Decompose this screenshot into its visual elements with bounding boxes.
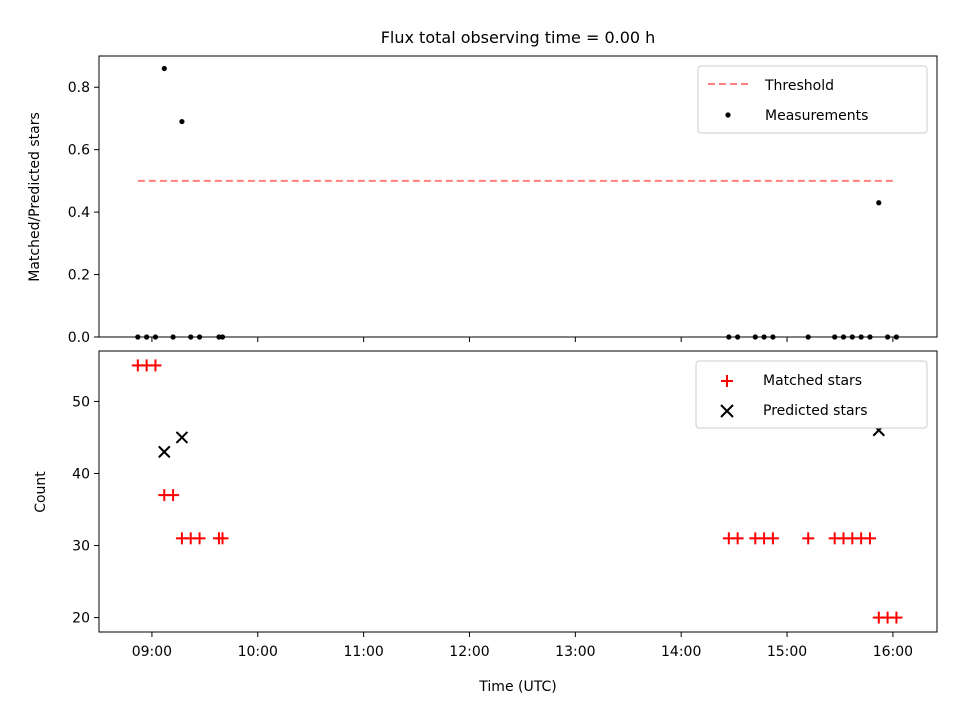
x-tick-label: 16:00: [873, 644, 913, 660]
matched-stars-point: [890, 611, 903, 624]
y-tick-label: 0.4: [68, 205, 90, 221]
top-x-ticks: [151, 337, 894, 342]
y-tick-label: 0.8: [68, 80, 90, 96]
measurement-point: [876, 200, 882, 206]
legend-matched-label: Matched stars: [763, 373, 862, 389]
top-plot-frame: [98, 55, 938, 338]
matched-stars-point: [766, 532, 779, 545]
top-legend-box: [697, 65, 928, 134]
top-y-ticks: 0.0 0.2 0.4 0.6 0.8: [68, 80, 99, 346]
y-tick-label: 0.0: [68, 330, 90, 346]
bottom-plot-marks: [131, 359, 903, 624]
y-tick-label: 0.2: [68, 268, 90, 284]
x-tick-label: 11:00: [343, 644, 383, 660]
y-tick-label: 50: [72, 394, 90, 410]
matched-stars-point: [149, 359, 162, 372]
y-tick-label: 20: [72, 611, 90, 627]
legend-threshold-label: Threshold: [764, 78, 834, 94]
matched-stars-point: [731, 532, 744, 545]
matched-stars-point: [167, 489, 180, 502]
predicted-stars-point: [158, 445, 171, 459]
panel-top: 0.00.20.40.60.8 Matched/Predicted stars …: [27, 55, 938, 346]
matched-stars-point: [216, 532, 229, 545]
chart-title: Flux total observing time = 0.00 h: [381, 28, 656, 47]
predicted-stars-point: [175, 431, 189, 444]
matched-stars-point: [802, 532, 815, 545]
x-tick-label: 09:00: [132, 644, 172, 660]
legend-predicted-swatch: [720, 404, 734, 418]
legend-predicted-label: Predicted stars: [763, 403, 868, 419]
matched-stars-point: [863, 532, 876, 545]
x-axis-label: Time (UTC): [478, 679, 556, 695]
legend-measurements-swatch: [725, 112, 731, 118]
y-tick-label: 0.6: [68, 143, 90, 159]
measurement-point: [161, 65, 167, 72]
bottom-legend-box: [695, 360, 928, 429]
measurement-point: [179, 118, 185, 125]
x-tick-label: 10:00: [238, 644, 278, 660]
bottom-legend: Matched stars Predicted stars: [695, 360, 928, 429]
bottom-y-axis-label: Count: [33, 471, 49, 513]
panel-bottom: 20 30 40 50 09:00 10:00 11:00 12:00 13:00 14:00 1…: [33, 350, 938, 695]
bottom-y-ticks: 20 30 40 50: [72, 394, 99, 627]
bottom-plot-frame: [98, 350, 938, 633]
x-tick-label: 15:00: [767, 644, 807, 660]
legend-measurements-label: Measurements: [765, 108, 868, 124]
x-tick-label: 13:00: [555, 644, 595, 660]
top-y-axis-label: Matched/Predicted stars: [27, 112, 43, 282]
y-tick-label: 30: [72, 539, 90, 555]
bottom-x-ticks: 09:00 10:00 11:00 12:00 13:00 14:00 15:00 16:00: [132, 632, 913, 660]
x-tick-label: 12:00: [449, 644, 489, 660]
top-legend: Threshold Measurements: [697, 65, 928, 134]
x-tick-label: 14:00: [661, 644, 701, 660]
y-tick-label: 40: [72, 466, 90, 482]
legend-matched-swatch: [721, 375, 733, 387]
matched-stars-point: [193, 532, 206, 545]
